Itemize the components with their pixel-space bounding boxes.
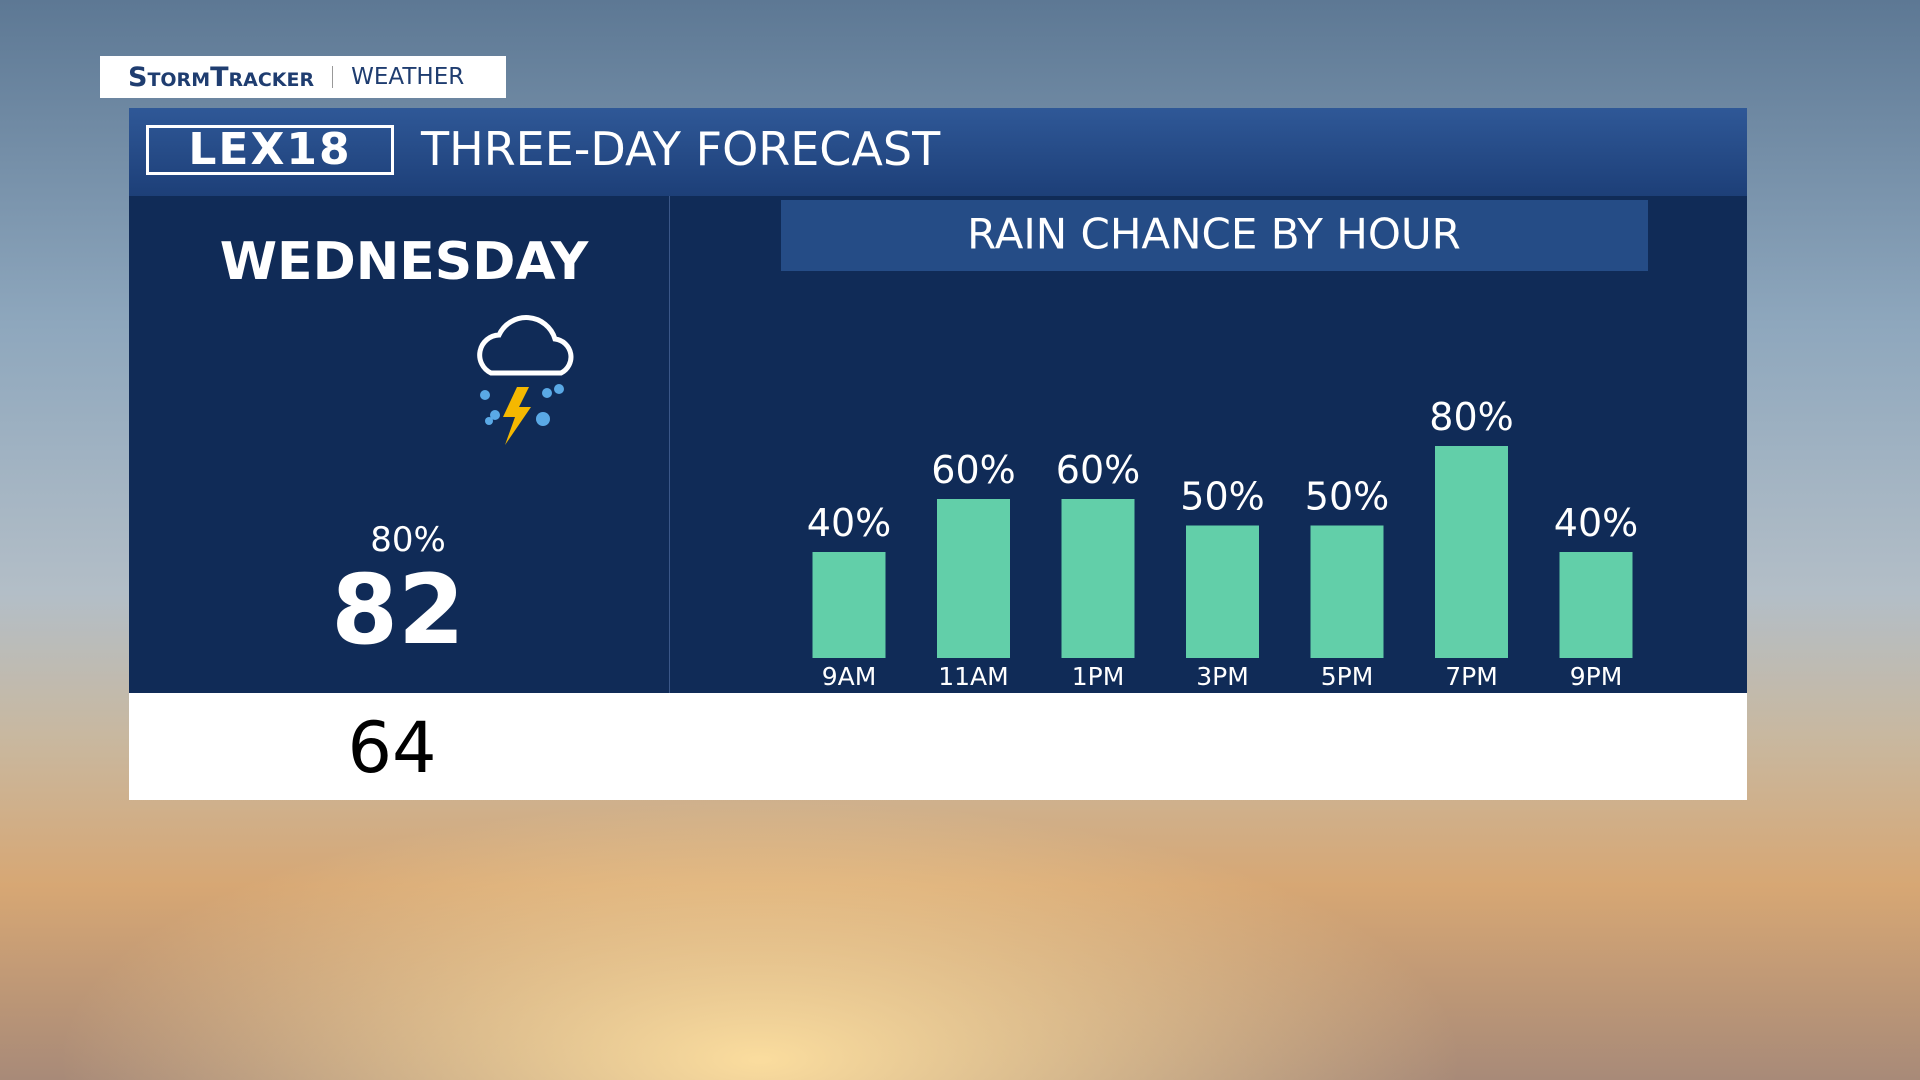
chart-title-box <box>781 200 1648 271</box>
x-tick-label: 9PM <box>1570 662 1623 691</box>
brand-section: WEATHER <box>351 64 465 90</box>
brand-name: StormTracker <box>128 61 315 93</box>
separator <box>332 66 334 88</box>
low-temp: 64 <box>347 707 437 789</box>
low-bar: 64 <box>129 693 1747 800</box>
x-tick-label: 11AM <box>938 662 1008 691</box>
divider <box>669 196 670 693</box>
bar <box>937 499 1010 658</box>
bar <box>1186 525 1259 658</box>
value-label: 60% <box>1056 448 1140 492</box>
precip-chance: 80% <box>370 520 446 560</box>
storm-icon <box>477 315 574 445</box>
x-tick-label: 3PM <box>1196 662 1249 691</box>
value-label: 60% <box>931 448 1015 492</box>
header: LEX18 THREE-DAY FORECAST <box>129 108 1747 196</box>
bar <box>1061 499 1135 658</box>
x-tick-label: 1PM <box>1072 662 1125 691</box>
value-label: 80% <box>1429 395 1513 439</box>
x-tick-label: 7PM <box>1445 662 1498 691</box>
logo: LEX18 <box>146 125 394 175</box>
x-tick-label: 5PM <box>1321 662 1374 691</box>
value-label: 50% <box>1305 475 1389 519</box>
bar <box>1310 525 1384 658</box>
value-label: 40% <box>807 501 891 545</box>
x-tick-label: 9AM <box>822 662 877 691</box>
day-name: WEDNESDAY <box>219 232 589 292</box>
value-label: 50% <box>1180 475 1264 519</box>
bar <box>1435 446 1508 658</box>
bar <box>812 552 886 658</box>
value-label: 40% <box>1554 501 1638 545</box>
chart-title: RAIN CHANCE BY HOUR <box>967 210 1461 259</box>
header-title: THREE-DAY FORECAST <box>421 122 941 176</box>
bar <box>1559 552 1633 658</box>
brand-tab: StormTracker WEATHER <box>100 56 506 98</box>
high-temp: 82 <box>331 554 465 666</box>
